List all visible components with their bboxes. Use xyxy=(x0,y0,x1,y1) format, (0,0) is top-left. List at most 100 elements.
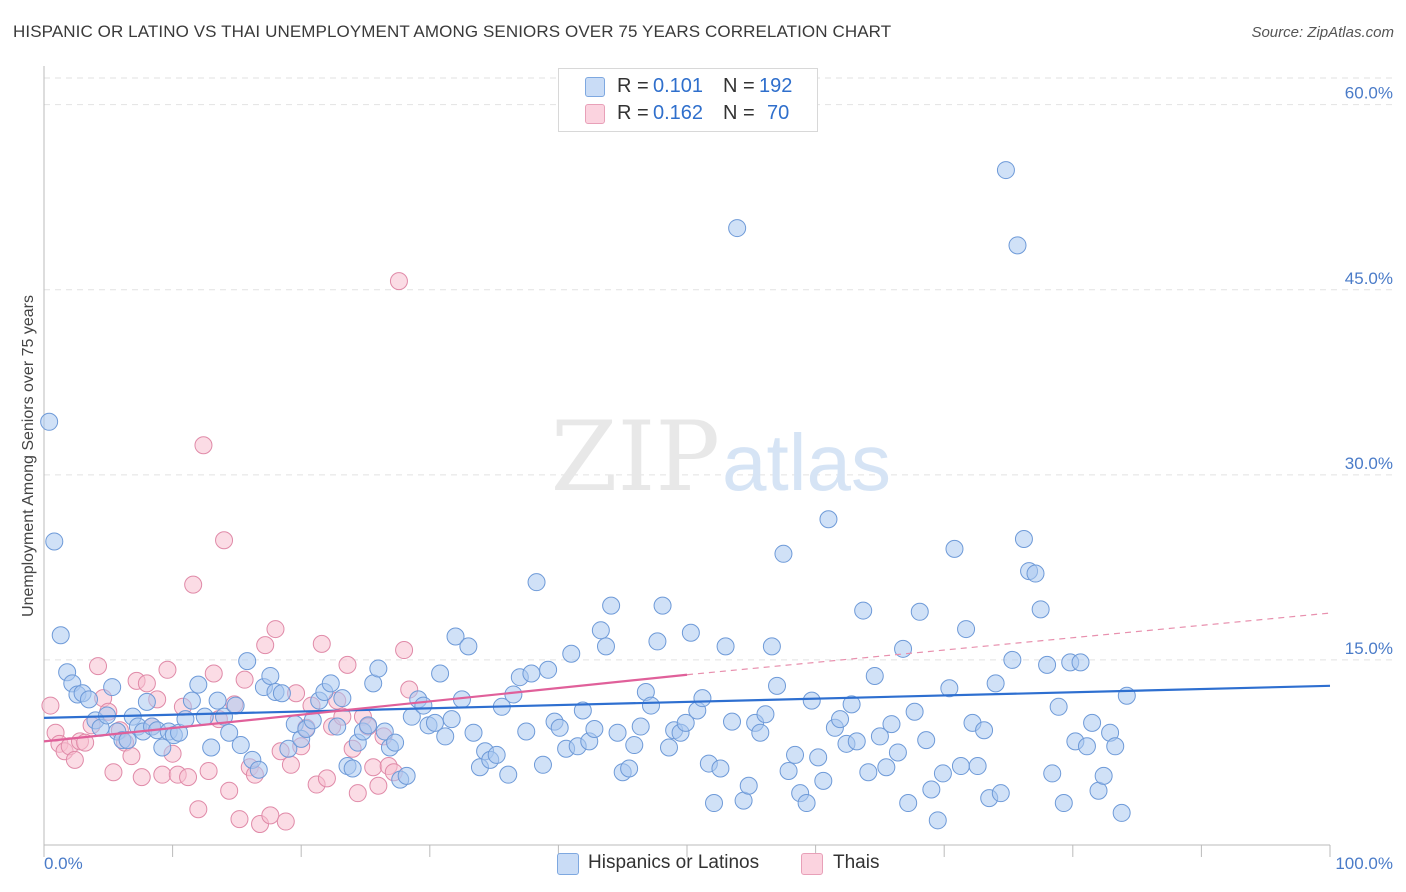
hispanic-point xyxy=(910,602,929,621)
hispanic-point xyxy=(1049,697,1068,716)
hispanic-point xyxy=(321,674,340,693)
hispanic-point xyxy=(499,765,518,784)
hispanic-point xyxy=(854,601,873,620)
hispanic-point xyxy=(723,712,742,731)
thai-point xyxy=(281,755,300,774)
hispanic-point xyxy=(859,763,878,782)
hispanic-point xyxy=(504,685,523,704)
thai-point xyxy=(256,636,275,655)
thai-point xyxy=(215,531,234,550)
hispanic-point xyxy=(728,219,747,238)
hispanic-point xyxy=(653,596,672,615)
watermark-atlas: atlas xyxy=(722,418,891,507)
hispanic-point xyxy=(208,691,227,710)
thai-point xyxy=(230,810,249,829)
hispanic-point xyxy=(625,736,644,755)
hispanic-point xyxy=(768,676,787,695)
hispanic-point xyxy=(1043,764,1062,783)
hispanic-point xyxy=(648,632,667,651)
hispanic-point xyxy=(809,748,828,767)
watermark-zip: ZIP xyxy=(551,401,720,513)
hispanic-point xyxy=(195,707,214,726)
hispanic-point xyxy=(431,664,450,683)
hispanic-point xyxy=(359,716,378,735)
hispanic-point xyxy=(1003,650,1022,669)
thai-point xyxy=(184,575,203,594)
hispanic-point xyxy=(343,759,362,778)
hispanic-point xyxy=(905,702,924,721)
hispanic-point xyxy=(442,710,461,729)
x-tick-min: 0.0% xyxy=(44,854,83,873)
hispanic-point xyxy=(386,733,405,752)
legend-r-value-hispanics: 0.101 xyxy=(653,75,704,97)
thai-point xyxy=(137,674,156,693)
thai-point xyxy=(395,641,414,660)
hispanic-point xyxy=(819,510,838,529)
thai-point xyxy=(317,769,336,788)
hispanic-point xyxy=(756,705,775,724)
legend-swatch-thais xyxy=(585,104,605,124)
hispanic-point xyxy=(975,721,994,740)
bottom-legend-swatch-hispanics xyxy=(557,853,579,875)
hispanic-point xyxy=(1106,737,1125,756)
hispanic-point xyxy=(80,690,99,709)
hispanic-point xyxy=(231,736,250,755)
axes xyxy=(43,66,1331,857)
bottom-legend-swatch-thais xyxy=(801,853,823,875)
hispanic-point xyxy=(45,532,64,551)
hispanic-point xyxy=(517,722,536,741)
thai-point xyxy=(312,634,331,653)
hispanic-point xyxy=(716,637,735,656)
thai-point xyxy=(348,784,367,803)
hispanic-point xyxy=(711,759,730,778)
hispanic-point xyxy=(40,412,59,431)
hispanic-point xyxy=(641,696,660,715)
hispanic-point xyxy=(153,738,172,757)
hispanic-point xyxy=(991,784,1010,803)
hispanic-point xyxy=(865,666,884,685)
legend-r-value-thais: 0.162 xyxy=(653,102,704,124)
hispanic-point xyxy=(786,745,805,764)
y-tick-label: 60.0% xyxy=(1345,84,1393,103)
hispanic-point xyxy=(888,743,907,762)
thai-point xyxy=(194,436,213,455)
y-tick-labels: 15.0% 30.0% 45.0% 60.0% xyxy=(1345,84,1393,658)
thai-point xyxy=(204,664,223,683)
hispanic-point xyxy=(693,689,712,708)
hispanic-point xyxy=(375,722,394,741)
thai-point xyxy=(220,781,239,800)
hispanic-point xyxy=(996,161,1015,180)
thai-point xyxy=(266,620,285,639)
legend-r-label: R = xyxy=(617,102,649,124)
thai-point xyxy=(364,758,383,777)
hispanic-point xyxy=(940,679,959,698)
thai-point xyxy=(179,768,198,787)
hispanic-point xyxy=(333,689,352,708)
hispanic-point xyxy=(1112,803,1131,822)
thai-point xyxy=(158,660,177,679)
hispanic-point xyxy=(436,727,455,746)
hispanic-point xyxy=(968,757,987,776)
hispanic-point xyxy=(103,678,122,697)
y-tick-label: 45.0% xyxy=(1345,269,1393,288)
gridlines xyxy=(44,77,1393,661)
chart-title: HISPANIC OR LATINO VS THAI UNEMPLOYMENT … xyxy=(13,22,892,41)
hispanic-point xyxy=(487,745,506,764)
hispanic-point xyxy=(631,717,650,736)
hispanic-point xyxy=(1094,766,1113,785)
thai-point xyxy=(89,657,108,676)
hispanic-point xyxy=(414,696,433,715)
hispanic-point xyxy=(562,644,581,663)
hispanic-point xyxy=(774,544,793,563)
hispanic-point xyxy=(882,715,901,734)
y-axis-label: Unemployment Among Seniors over 75 years xyxy=(20,295,37,617)
hispanic-point xyxy=(951,757,970,776)
hispanic-point xyxy=(1071,653,1090,672)
hispanic-point xyxy=(464,723,483,742)
hispanic-point xyxy=(1054,794,1073,813)
hispanic-point xyxy=(957,620,976,639)
thai-point xyxy=(189,800,208,819)
hispanic-point xyxy=(797,794,816,813)
hispanic-point xyxy=(425,713,444,732)
legend-n-value-hispanics: 192 xyxy=(759,75,793,97)
